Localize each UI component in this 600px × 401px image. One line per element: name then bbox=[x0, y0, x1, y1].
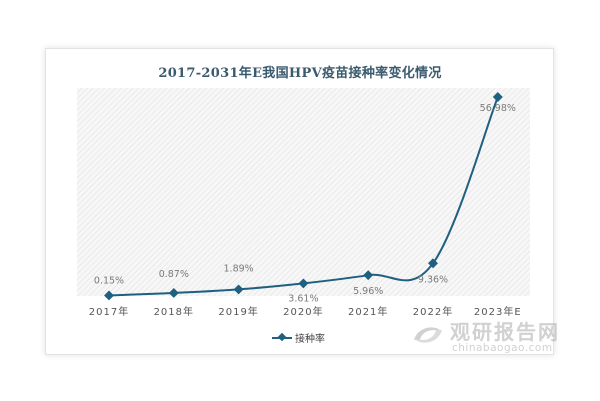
data-label: 5.96% bbox=[353, 286, 383, 297]
legend-line-icon bbox=[272, 336, 292, 339]
data-label: 56.98% bbox=[480, 103, 516, 114]
diamond-marker-icon bbox=[168, 288, 179, 298]
data-label: 0.87% bbox=[159, 269, 189, 280]
x-tick-label: 2019年 bbox=[218, 305, 258, 318]
plot-area bbox=[77, 88, 530, 296]
data-label: 9.36% bbox=[418, 274, 448, 285]
chart-title: 2017-2031年E我国HPV疫苗接种率变化情况 bbox=[158, 66, 442, 81]
watermark-logo-icon bbox=[414, 327, 442, 343]
legend-label: 接种率 bbox=[295, 334, 325, 345]
legend: 接种率 bbox=[272, 330, 325, 345]
x-axis-labels: 2017年 2018年 2019年 2020年 2021年 2022年 2023年E bbox=[89, 305, 522, 318]
x-tick-label: 2022年 bbox=[413, 305, 453, 318]
x-tick-label: 2023年E bbox=[474, 305, 522, 318]
diamond-marker-icon bbox=[233, 284, 244, 295]
data-label: 1.89% bbox=[224, 263, 254, 274]
data-label: 3.61% bbox=[288, 293, 318, 304]
diamond-marker-icon bbox=[363, 270, 374, 281]
x-tick-label: 2020年 bbox=[283, 305, 323, 318]
x-tick-label: 2017年 bbox=[89, 305, 129, 318]
diamond-marker-icon bbox=[298, 278, 309, 289]
diamond-marker-icon bbox=[428, 258, 438, 269]
x-tick-label: 2018年 bbox=[154, 305, 194, 318]
watermark-cn: 观研报告网 bbox=[450, 320, 560, 344]
data-labels: 0.15% 0.87% 1.89% 3.61% 5.96% 9.36% 56.98% bbox=[94, 103, 516, 304]
data-label: 0.15% bbox=[94, 275, 124, 286]
watermark-en: chinabaogao.com bbox=[452, 342, 553, 354]
x-tick-label: 2021年 bbox=[348, 305, 388, 318]
